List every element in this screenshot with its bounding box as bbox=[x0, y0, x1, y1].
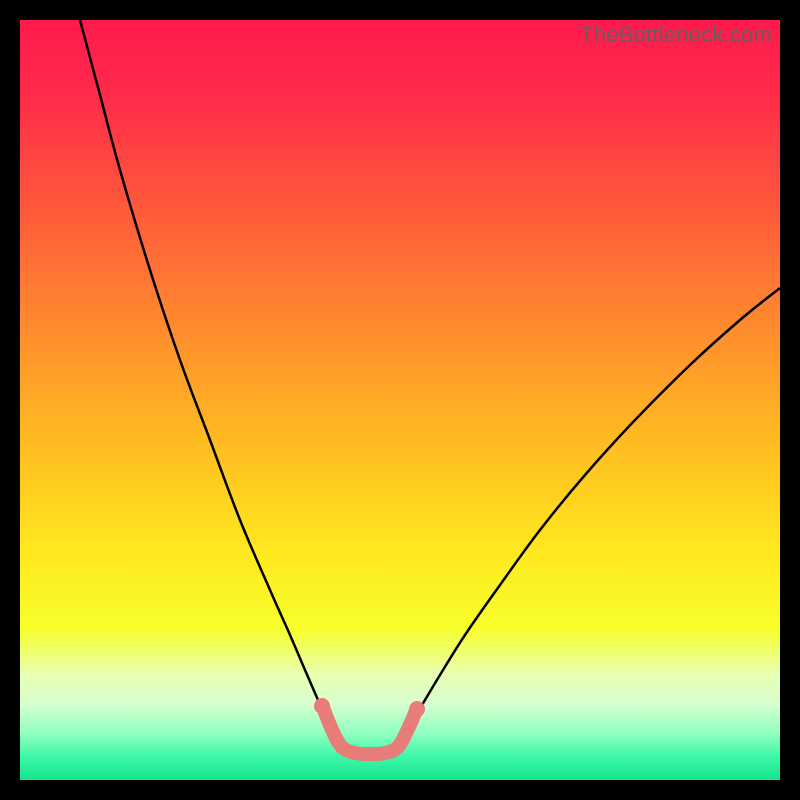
right-curve bbox=[408, 288, 780, 729]
stage: TheBottleneck.com bbox=[0, 0, 800, 800]
watermark-text: TheBottleneck.com bbox=[580, 22, 772, 48]
plot-area: TheBottleneck.com bbox=[20, 20, 780, 780]
left-curve bbox=[80, 20, 333, 732]
curves-layer bbox=[20, 20, 780, 780]
bottom-marker bbox=[324, 710, 415, 754]
